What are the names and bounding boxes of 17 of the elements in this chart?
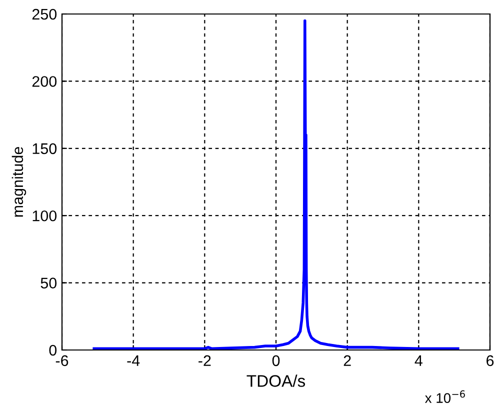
x-axis-title: TDOA/s xyxy=(246,374,306,387)
x-tick-label: 2 xyxy=(344,355,351,366)
x-tick-label: -4 xyxy=(127,355,140,366)
x-tick-label: 6 xyxy=(486,355,494,366)
line-series xyxy=(92,19,460,350)
y-tick-label: 150 xyxy=(32,143,57,154)
x-tick-label: 4 xyxy=(414,355,422,366)
y-tick-label: 200 xyxy=(32,76,57,87)
x-tick-label: 0 xyxy=(272,355,280,366)
x-tick-label: -6 xyxy=(56,355,68,366)
x-tick-label: -2 xyxy=(198,355,211,366)
y-tick-label: 0 xyxy=(49,344,57,356)
text: x 10$^{−6}$ xyxy=(424,390,465,403)
y-tick-label: 100 xyxy=(32,210,57,222)
y-axis-title: magnitude xyxy=(12,147,26,217)
y-tick-label: 250 xyxy=(32,8,57,20)
y-tick-label: 50 xyxy=(40,278,57,288)
